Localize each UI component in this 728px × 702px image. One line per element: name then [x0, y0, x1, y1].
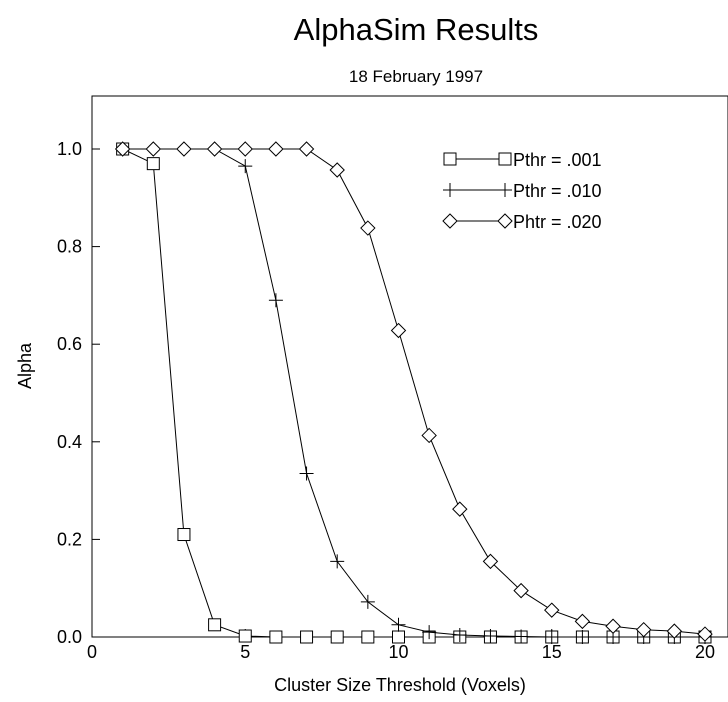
plus-marker: [268, 293, 283, 308]
plus-marker: [330, 554, 345, 569]
legend-label: Phtr = .020: [513, 212, 602, 232]
plus-marker: [422, 625, 437, 640]
x-tick-label: 15: [542, 642, 562, 662]
series-line: [122, 148, 705, 638]
diamond-marker: [268, 141, 284, 157]
diamond-marker: [360, 220, 376, 236]
legend-item: Pthr = .010: [443, 181, 602, 201]
axes-layer: 0 5 10 15 20 0.0 0.2 0.4 0.6 0.8 1.0: [57, 139, 715, 662]
diamond-marker: [442, 213, 458, 229]
plot-frame: [91, 95, 728, 638]
series-plus: [115, 142, 712, 644]
series-line: [122, 148, 705, 638]
square-marker: [269, 630, 283, 644]
legend-item: Pthr = .001: [443, 150, 602, 170]
square-marker: [361, 630, 375, 644]
plus-marker: [452, 628, 467, 643]
diamond-marker: [237, 141, 253, 157]
diamond-marker: [390, 322, 407, 339]
plus-marker: [514, 629, 529, 644]
series-diamond: [114, 141, 713, 642]
square-marker: [330, 630, 344, 644]
legend-item: Phtr = .020: [442, 212, 602, 232]
legend: Pthr = .001 Pthr = .010 Phtr = .020: [442, 150, 602, 232]
x-axis-label: Cluster Size Threshold (Voxels): [274, 675, 526, 695]
plus-marker: [360, 594, 375, 609]
series-square: [116, 142, 712, 644]
diamond-marker: [145, 141, 162, 157]
square-marker: [177, 528, 191, 542]
diamond-marker: [697, 626, 713, 642]
chart-subtitle: 18 February 1997: [349, 67, 483, 86]
diamond-marker: [605, 618, 621, 634]
square-marker: [238, 629, 252, 643]
square-marker: [498, 152, 512, 166]
square-marker: [300, 630, 314, 644]
plus-marker: [544, 630, 559, 644]
plus-marker: [443, 183, 457, 197]
diamond-marker: [635, 621, 652, 638]
chart-title: AlphaSim Results: [294, 12, 539, 47]
y-tick-label: 0.6: [57, 334, 82, 354]
x-tick-label: 10: [388, 642, 408, 662]
diamond-marker: [298, 141, 315, 157]
diamond-marker: [513, 582, 529, 599]
y-tick-label: 0.2: [57, 529, 82, 549]
diamond-marker: [544, 602, 560, 618]
x-tick-label: 20: [695, 642, 715, 662]
series-line: [122, 148, 706, 635]
y-tick-label: 1.0: [57, 139, 82, 159]
diamond-marker: [482, 553, 499, 570]
square-marker: [392, 630, 405, 644]
diamond-marker: [452, 501, 468, 517]
diamond-marker: [574, 613, 591, 630]
plus-marker: [498, 183, 512, 197]
y-tick-label: 0.4: [57, 432, 82, 452]
y-tick-label: 0.0: [57, 627, 82, 647]
diamond-marker: [497, 213, 513, 229]
diamond-marker: [206, 141, 223, 157]
legend-label: Pthr = .001: [513, 150, 602, 170]
diamond-marker: [421, 427, 437, 444]
plus-marker: [575, 630, 590, 644]
plus-marker: [391, 617, 406, 632]
y-axis-label: Alpha: [15, 342, 35, 389]
legend-label: Pthr = .010: [513, 181, 602, 201]
y-tick-label: 0.8: [57, 237, 82, 257]
x-tick-label: 0: [87, 642, 97, 662]
plus-marker: [238, 159, 253, 174]
square-marker: [146, 157, 160, 171]
plus-marker: [299, 466, 314, 481]
series-layer: [114, 141, 713, 644]
diamond-marker: [176, 141, 192, 157]
square-marker: [208, 618, 222, 632]
diamond-marker: [114, 141, 131, 157]
diamond-marker: [666, 623, 683, 639]
plus-marker: [483, 629, 498, 644]
x-tick-label: 5: [240, 642, 250, 662]
diamond-marker: [329, 162, 345, 178]
square-marker: [443, 152, 457, 166]
